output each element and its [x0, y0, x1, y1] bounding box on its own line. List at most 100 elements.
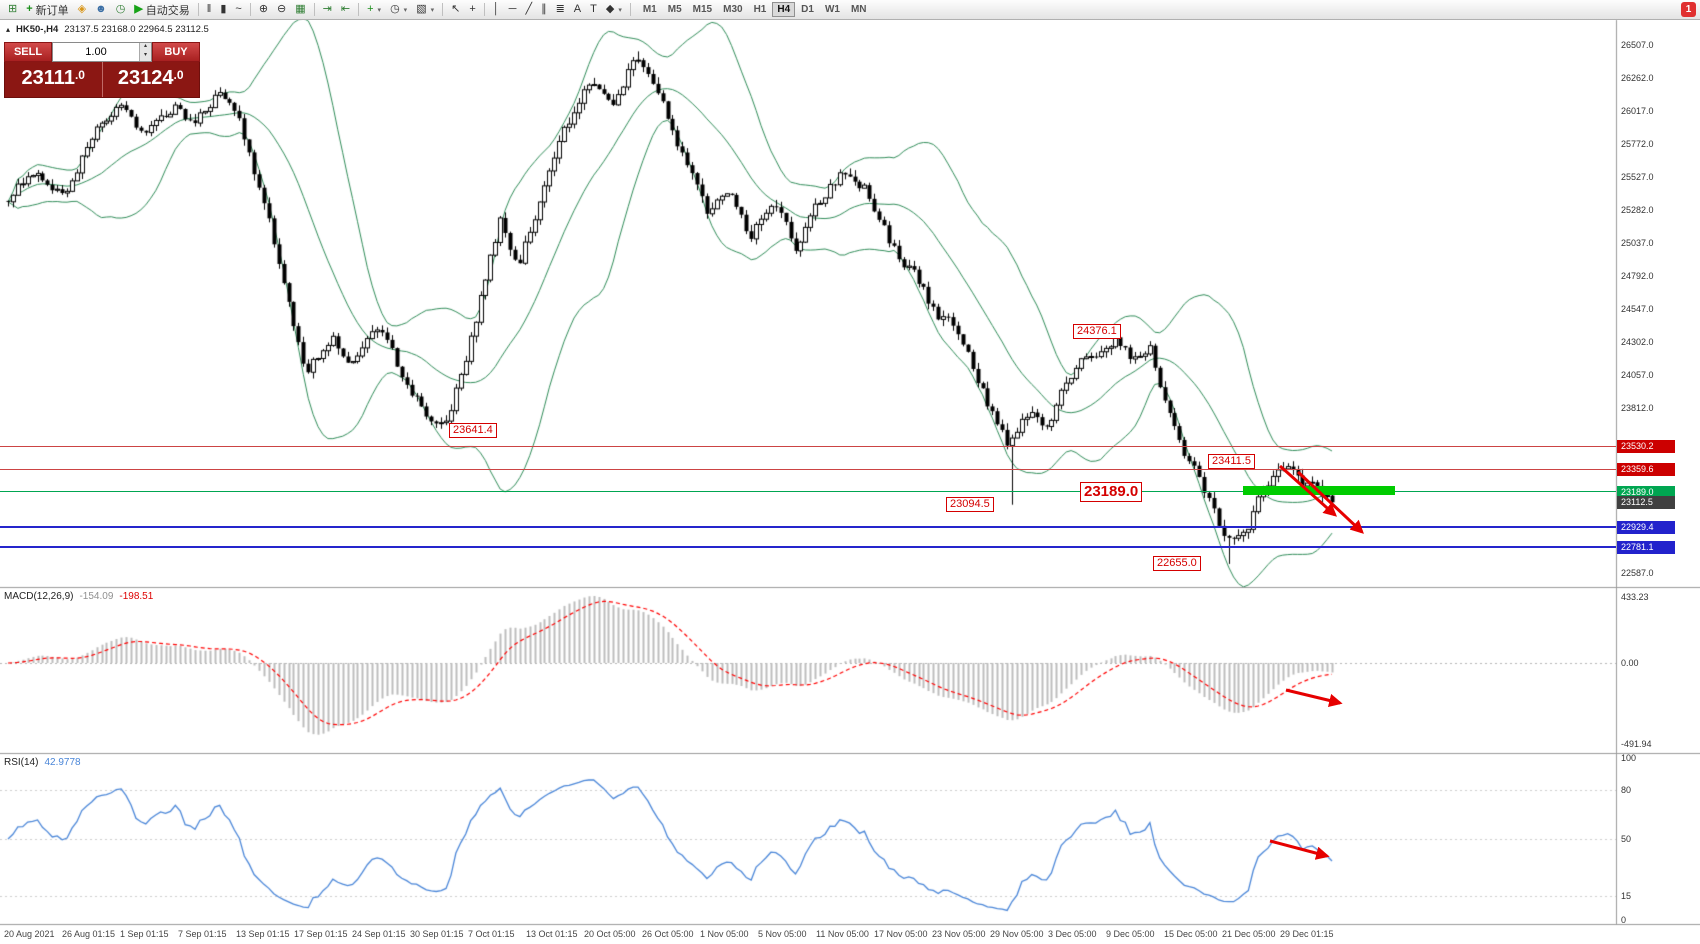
- support-zone-rect[interactable]: [1243, 486, 1395, 496]
- autotrade-play-icon: ▶: [134, 3, 143, 15]
- shapes-icon[interactable]: ◆ ▾: [602, 1, 626, 18]
- crosshair-icon: +: [469, 3, 476, 15]
- new-order-button-label: 新订单: [35, 4, 69, 17]
- line-chart-icon[interactable]: ~: [231, 1, 245, 18]
- horizontal-line[interactable]: [0, 545, 1616, 548]
- horizontal-line[interactable]: [0, 445, 1616, 447]
- auto-scroll-icon[interactable]: ⇥: [319, 1, 336, 18]
- time-axis-label: 11 Nov 05:00: [816, 929, 869, 939]
- template-icon[interactable]: ▧ ▾: [412, 1, 438, 18]
- cursor-icon[interactable]: ↖: [447, 1, 464, 18]
- dropdown-caret-icon: ▾: [377, 6, 382, 14]
- time-axis-label: 1 Nov 05:00: [700, 929, 749, 939]
- horizontal-line-icon[interactable]: ─: [505, 1, 521, 18]
- price-annotation[interactable]: 23094.5: [946, 496, 994, 512]
- expand-panel-icon[interactable]: ▴: [6, 25, 11, 34]
- rsi-axis-label: 100: [1621, 753, 1637, 763]
- toolbar-separator: [629, 3, 631, 16]
- trendline-icon: ╱: [525, 3, 533, 15]
- price-axis-label: 26507.0: [1621, 40, 1654, 51]
- chart-window-icon[interactable]: ⊞: [4, 1, 21, 18]
- toolbar-separator: [358, 3, 360, 16]
- price-annotation[interactable]: 23411.5: [1208, 454, 1255, 469]
- compass-icon[interactable]: ◈: [74, 1, 90, 18]
- autotrade-button[interactable]: ▶ 自动交易: [130, 1, 193, 18]
- time-axis-label: 9 Dec 05:00: [1106, 929, 1155, 939]
- time-axis-label: 21 Dec 05:00: [1222, 929, 1276, 939]
- timeframe-d1-button[interactable]: D1: [801, 4, 814, 15]
- autotrade-button-label: 自动交易: [145, 4, 190, 17]
- add-indicator-icon: +: [367, 3, 374, 15]
- macd-name: MACD(12,26,9): [4, 591, 74, 602]
- timeframe-w1-button[interactable]: W1: [824, 4, 840, 15]
- volume-decrease-button[interactable]: ▾: [139, 52, 151, 61]
- toolbar-buttons: ⊞ + 新订单 ◈ ☻ ◷ ▶ 自动交易 ‖ ▮ ~ ⊕ ⊖ ▦ ⇥ ⇤ + ▾ ◷ ▾ ▧ ▾ ↖ + │ ─ ╱ ∥ ≣ A T ◆ ▾: [4, 1, 634, 18]
- buy-button[interactable]: BUY: [152, 42, 200, 62]
- text-icon[interactable]: A: [570, 1, 585, 18]
- volume-spinner: ▴ ▾: [139, 43, 151, 61]
- periods-icon[interactable]: ◷ ▾: [386, 1, 411, 18]
- timeframe-h4-button[interactable]: H4: [772, 2, 796, 17]
- rsi-axis-label: 15: [1621, 890, 1632, 901]
- volume-input[interactable]: [53, 43, 139, 61]
- horizontal-line[interactable]: [0, 491, 1616, 493]
- horizontal-line[interactable]: [0, 525, 1616, 528]
- channel-icon[interactable]: ∥: [537, 1, 551, 18]
- time-axis-label: 17 Sep 01:15: [294, 929, 348, 939]
- candlestick-chart-icon[interactable]: ▮: [216, 1, 230, 18]
- price-annotation[interactable]: 24376.1: [1073, 324, 1121, 340]
- profile-icon: ☻: [95, 3, 107, 15]
- time-axis-label: 1 Sep 01:15: [120, 929, 169, 939]
- fibonacci-icon[interactable]: ≣: [552, 1, 569, 18]
- macd-indicator-label: MACD(12,26,9) -154.09 -198.51: [4, 591, 153, 602]
- volume-increase-button[interactable]: ▴: [139, 43, 151, 52]
- price-axis-badge: 22929.4: [1617, 520, 1675, 534]
- timeframe-h1-button[interactable]: H1: [753, 4, 767, 15]
- cursor-icon: ↖: [451, 3, 461, 15]
- time-axis-label: 5 Nov 05:00: [758, 929, 807, 939]
- time-axis-label: 26 Oct 05:00: [642, 929, 694, 939]
- horizontal-line[interactable]: [0, 468, 1616, 470]
- bar-chart-icon[interactable]: ‖: [203, 1, 216, 18]
- rsi-axis-label: 50: [1621, 834, 1632, 844]
- toolbar-separator: [483, 3, 485, 16]
- notification-badge[interactable]: 1: [1681, 2, 1696, 17]
- price-axis-label: 25772.0: [1621, 139, 1654, 150]
- add-indicator-icon[interactable]: + ▾: [363, 1, 385, 18]
- chart-window-icon: ⊞: [8, 3, 18, 15]
- timeframe-m15-button[interactable]: M15: [692, 4, 713, 15]
- timeframe-mn-button[interactable]: MN: [850, 4, 867, 15]
- dropdown-caret-icon: ▾: [430, 6, 435, 14]
- chart-shift-icon: ⇤: [340, 3, 351, 15]
- vertical-line-icon[interactable]: │: [489, 1, 504, 18]
- profile-icon[interactable]: ☻: [91, 1, 111, 18]
- sell-price-display[interactable]: 23111 .0: [5, 62, 102, 97]
- buy-price-display[interactable]: 23124 .0: [103, 62, 200, 97]
- price-annotation[interactable]: 23189.0: [1080, 481, 1143, 502]
- price-axis-label: 25527.0: [1621, 172, 1654, 183]
- price-divider: [101, 62, 103, 97]
- zoom-out-icon[interactable]: ⊖: [273, 1, 290, 18]
- zoom-in-icon[interactable]: ⊕: [255, 1, 272, 18]
- tile-windows-icon[interactable]: ▦: [291, 1, 309, 18]
- crosshair-icon[interactable]: +: [465, 1, 479, 18]
- zoom-in-icon: ⊕: [258, 3, 269, 15]
- refresh-icon[interactable]: ◷: [112, 1, 130, 18]
- time-axis-label: 30 Sep 01:15: [410, 929, 464, 939]
- new-order-button[interactable]: + 新订单: [22, 1, 72, 18]
- text-label-icon[interactable]: T: [586, 1, 601, 18]
- compass-icon: ◈: [77, 3, 87, 15]
- price-axis-label: 23812.0: [1621, 403, 1654, 414]
- price-annotation[interactable]: 23641.4: [449, 423, 497, 439]
- price-annotation[interactable]: 22655.0: [1153, 555, 1201, 571]
- trendline-icon[interactable]: ╱: [521, 1, 536, 18]
- timeframe-m1-button[interactable]: M1: [642, 4, 657, 15]
- time-axis-label: 7 Sep 01:15: [178, 929, 227, 939]
- timeframe-m5-button[interactable]: M5: [667, 4, 682, 15]
- sell-button[interactable]: SELL: [4, 42, 52, 62]
- periods-icon: ◷: [390, 3, 400, 15]
- timeframe-m30-button[interactable]: M30: [723, 4, 743, 15]
- chart-shift-icon[interactable]: ⇤: [337, 1, 354, 18]
- template-icon: ▧: [416, 3, 427, 15]
